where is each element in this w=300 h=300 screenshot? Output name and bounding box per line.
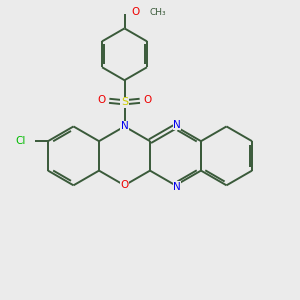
Text: O: O bbox=[143, 95, 151, 105]
Text: O: O bbox=[98, 95, 106, 105]
Text: N: N bbox=[173, 120, 181, 130]
Text: CH₃: CH₃ bbox=[149, 8, 166, 17]
Text: N: N bbox=[173, 182, 181, 192]
Text: S: S bbox=[121, 97, 128, 107]
Text: Cl: Cl bbox=[16, 136, 26, 146]
Text: O: O bbox=[132, 8, 140, 17]
Text: O: O bbox=[120, 180, 129, 190]
Text: N: N bbox=[121, 122, 128, 131]
